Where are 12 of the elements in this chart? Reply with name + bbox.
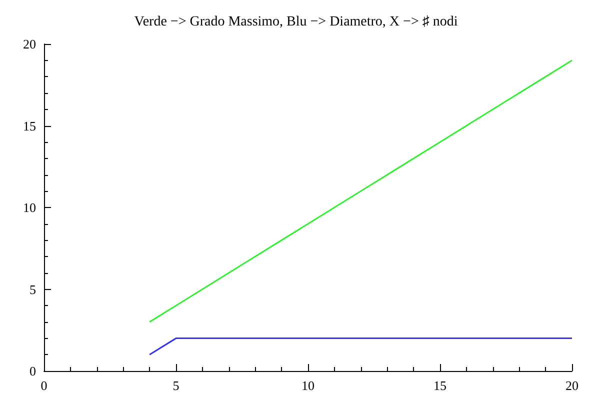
y-tick-label: 10 xyxy=(23,200,36,215)
chart-title: Verde −> Grado Massimo, Blu −> Diametro, X −> ♯ nodi xyxy=(134,14,458,30)
x-tick-label: 20 xyxy=(566,378,578,393)
x-tick-label: 15 xyxy=(434,378,446,393)
y-tick-label: 20 xyxy=(23,36,36,52)
x-tick-label: 10 xyxy=(302,378,314,393)
y-tick-label: 0 xyxy=(30,364,36,378)
line-series xyxy=(148,60,573,323)
y-tick-label: 5 xyxy=(30,282,36,297)
y-tick-label: 15 xyxy=(23,118,36,134)
x-tick-label: 0 xyxy=(40,378,48,393)
x-tick-label: 5 xyxy=(172,378,180,393)
